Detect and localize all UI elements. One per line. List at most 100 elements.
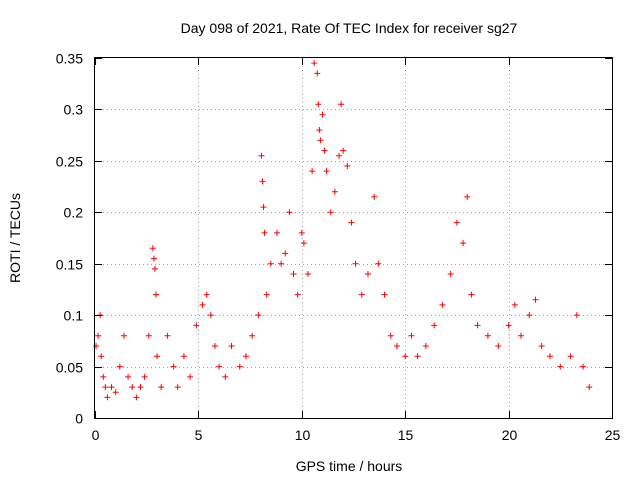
data-point: [464, 193, 471, 200]
data-point: [203, 291, 210, 298]
data-point: [95, 332, 102, 339]
x-axis-label: GPS time / hours: [296, 458, 403, 474]
data-point: [336, 152, 343, 159]
data-point: [453, 219, 460, 226]
data-point: [125, 373, 132, 380]
data-point: [133, 394, 140, 401]
data-point: [375, 260, 382, 267]
data-point: [180, 353, 187, 360]
chart-title: Day 098 of 2021, Rate Of TEC Index for r…: [181, 20, 518, 36]
data-point: [294, 291, 301, 298]
data-point: [154, 353, 161, 360]
x-tick-label: 10: [295, 427, 311, 443]
tick-labels: 0 5 10 15 20 25 0 0.05 0.1 0.15 0.2 0.25 0.3 0.35: [56, 51, 621, 444]
data-point: [538, 343, 545, 349]
data-point: [408, 332, 415, 339]
data-point: [100, 373, 107, 380]
x-tick-label: 20: [502, 427, 518, 443]
data-point: [164, 332, 171, 339]
y-tick-label: 0.05: [56, 360, 83, 376]
data-point: [145, 332, 152, 339]
data-point: [290, 271, 297, 277]
y-axis-label: ROTI / TECUs: [7, 193, 23, 283]
data-point: [116, 363, 123, 370]
data-point: [93, 343, 100, 349]
data-point: [151, 265, 158, 272]
y-tick-label: 0.15: [56, 257, 83, 273]
data-point: [216, 363, 223, 370]
data-point: [211, 343, 218, 349]
data-point: [282, 250, 289, 257]
data-point: [170, 363, 177, 370]
data-point: [236, 363, 243, 370]
data-point: [137, 384, 144, 391]
x-tick-label: 15: [398, 427, 414, 443]
data-point: [338, 101, 345, 108]
data-point: [431, 322, 438, 329]
data-point: [414, 353, 421, 360]
data-point: [259, 178, 266, 185]
data-point: [505, 322, 512, 329]
data-point: [439, 301, 446, 308]
data-point: [174, 384, 181, 391]
data-point: [447, 271, 454, 277]
data-point: [358, 291, 365, 298]
data-point: [319, 111, 326, 118]
data-point: [387, 332, 394, 339]
data-point: [278, 260, 285, 267]
data-point: [402, 353, 409, 360]
data-point: [567, 353, 574, 360]
data-point: [468, 291, 475, 298]
data-point: [149, 245, 156, 252]
data-point: [495, 343, 502, 349]
data-point: [511, 301, 518, 308]
data-point: [261, 229, 268, 236]
data-point: [526, 312, 533, 319]
data-point: [267, 260, 274, 267]
data-point: [580, 363, 587, 370]
data-point: [323, 168, 330, 175]
data-point: [120, 332, 127, 339]
y-tick-label: 0.35: [56, 51, 83, 67]
y-tick-label: 0.2: [64, 205, 84, 221]
data-point: [298, 229, 305, 236]
data-point: [300, 240, 307, 247]
data-point: [364, 271, 371, 277]
data-point: [249, 332, 256, 339]
data-point: [112, 389, 119, 396]
x-tick-label: 5: [195, 427, 203, 443]
data-point: [371, 193, 378, 200]
x-tick-label: 25: [605, 427, 621, 443]
data-point: [199, 301, 206, 308]
data-point: [532, 296, 539, 303]
data-point: [586, 384, 593, 391]
data-point: [331, 188, 338, 195]
data-point: [286, 209, 293, 216]
data-point: [98, 353, 105, 360]
y-tick-label: 0: [75, 411, 83, 427]
grid-lines: [95, 58, 612, 418]
data-point: [104, 394, 111, 401]
data-point: [102, 384, 109, 391]
data-point: [273, 229, 280, 236]
y-tick-label: 0.3: [64, 102, 84, 118]
x-tick-label: 0: [92, 427, 100, 443]
data-point: [255, 312, 262, 319]
data-points: [93, 60, 593, 401]
data-point: [228, 343, 235, 349]
data-point: [260, 204, 267, 211]
data-point: [158, 384, 165, 391]
data-point: [321, 147, 328, 154]
y-tick-label: 0.25: [56, 154, 83, 170]
data-point: [309, 168, 316, 175]
data-point: [352, 260, 359, 267]
data-point: [150, 255, 157, 262]
data-point: [474, 322, 481, 329]
data-point: [222, 373, 229, 380]
data-point: [393, 343, 400, 349]
data-point: [348, 219, 355, 226]
data-point: [314, 70, 321, 77]
data-point: [187, 373, 194, 380]
data-point: [381, 291, 388, 298]
